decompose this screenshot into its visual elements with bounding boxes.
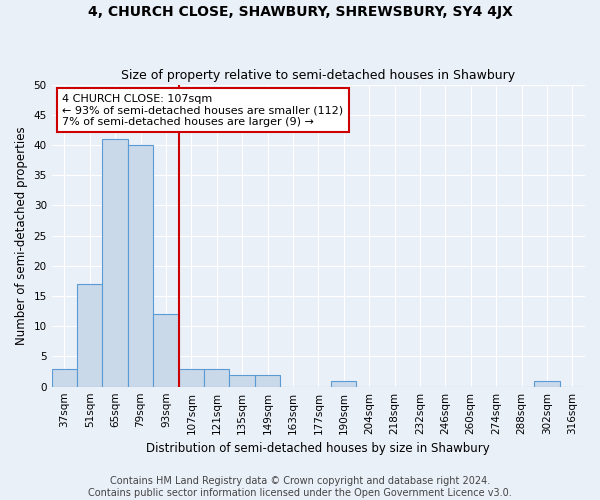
Bar bbox=[77, 284, 103, 386]
Bar bbox=[179, 368, 204, 386]
Bar bbox=[52, 368, 77, 386]
Bar bbox=[204, 368, 229, 386]
Bar bbox=[534, 380, 560, 386]
Text: Contains HM Land Registry data © Crown copyright and database right 2024.
Contai: Contains HM Land Registry data © Crown c… bbox=[88, 476, 512, 498]
Text: 4 CHURCH CLOSE: 107sqm
← 93% of semi-detached houses are smaller (112)
7% of sem: 4 CHURCH CLOSE: 107sqm ← 93% of semi-det… bbox=[62, 94, 343, 127]
Title: Size of property relative to semi-detached houses in Shawbury: Size of property relative to semi-detach… bbox=[121, 69, 515, 82]
Bar bbox=[153, 314, 179, 386]
Bar bbox=[103, 139, 128, 386]
X-axis label: Distribution of semi-detached houses by size in Shawbury: Distribution of semi-detached houses by … bbox=[146, 442, 490, 455]
Bar bbox=[128, 145, 153, 386]
Y-axis label: Number of semi-detached properties: Number of semi-detached properties bbox=[15, 126, 28, 345]
Bar bbox=[255, 374, 280, 386]
Text: 4, CHURCH CLOSE, SHAWBURY, SHREWSBURY, SY4 4JX: 4, CHURCH CLOSE, SHAWBURY, SHREWSBURY, S… bbox=[88, 5, 512, 19]
Bar bbox=[229, 374, 255, 386]
Bar bbox=[331, 380, 356, 386]
